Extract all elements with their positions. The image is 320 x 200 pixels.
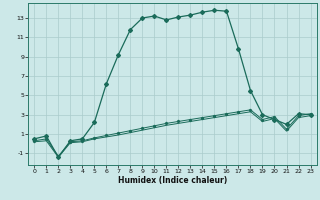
X-axis label: Humidex (Indice chaleur): Humidex (Indice chaleur) xyxy=(118,176,227,185)
